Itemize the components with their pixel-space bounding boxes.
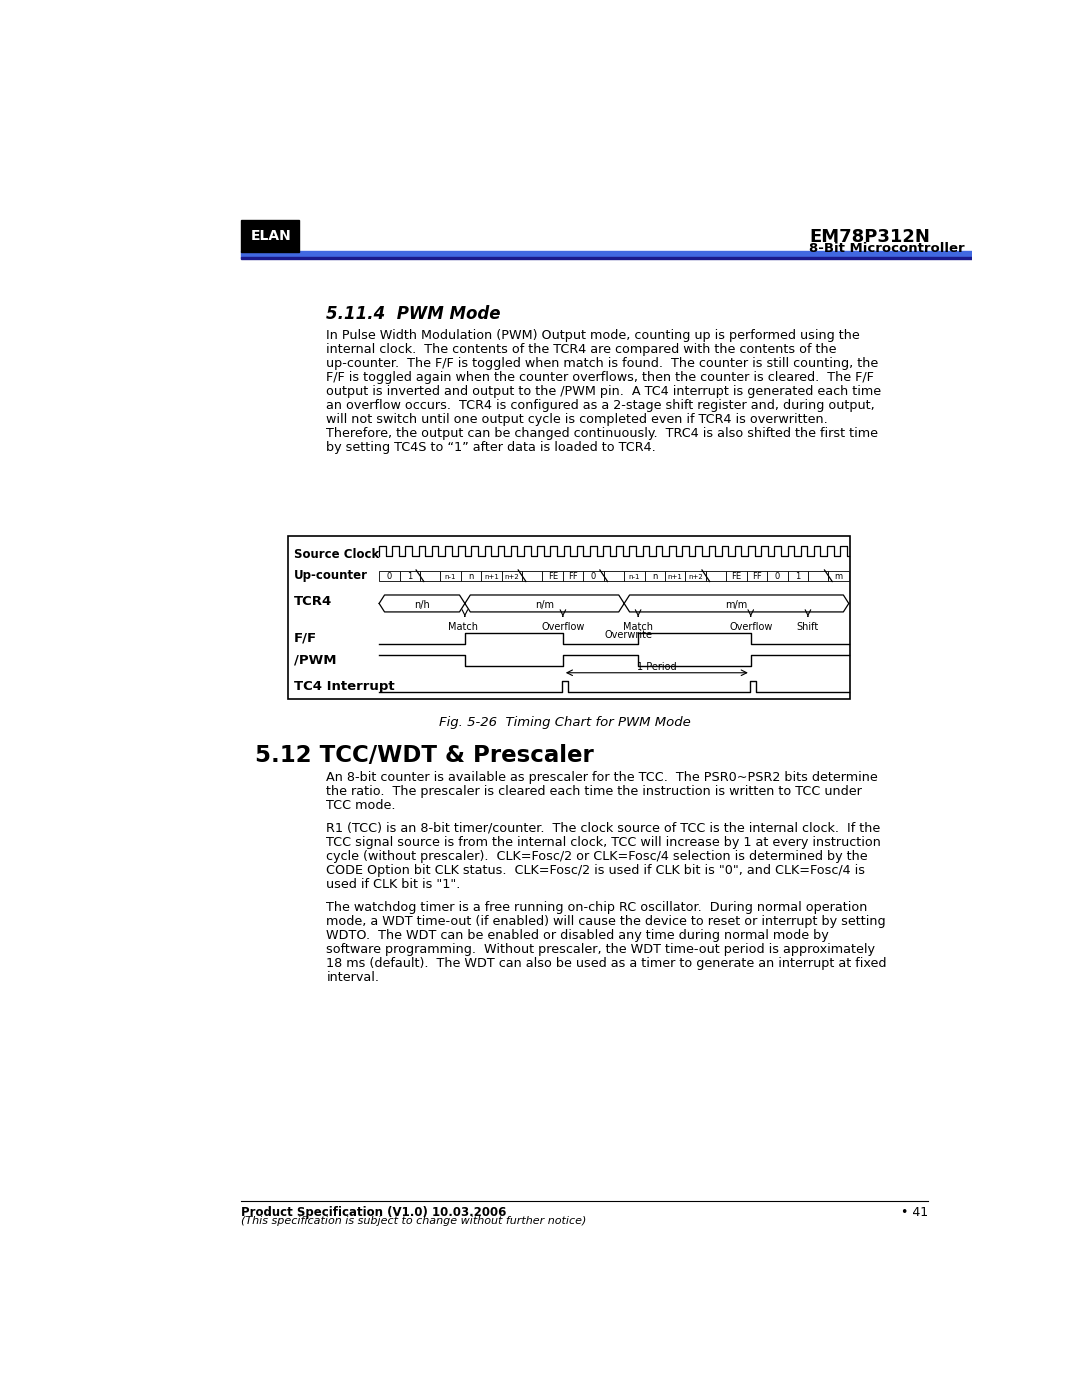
Bar [624, 571, 645, 581]
Text: cycle (without prescaler).  CLK=Fosc/2 or CLK=Fosc/4 selection is determined by : cycle (without prescaler). CLK=Fosc/2 or… [326, 849, 868, 863]
Text: CODE Option bit CLK status.  CLK=Fosc/2 is used if CLK bit is "0", and CLK=Fosc/: CODE Option bit CLK status. CLK=Fosc/2 i… [326, 863, 865, 877]
Text: (This specification is subject to change without further notice): (This specification is subject to change… [241, 1217, 586, 1227]
Bar [400, 571, 420, 581]
Bar [686, 571, 706, 581]
Text: 1: 1 [407, 571, 413, 581]
Bar [563, 571, 583, 581]
Bar [767, 571, 787, 581]
Text: TC4 Interrupt: TC4 Interrupt [294, 680, 394, 693]
Text: TCC signal source is from the internal clock, TCC will increase by 1 at every in: TCC signal source is from the internal c… [326, 835, 881, 849]
Text: Up-counter: Up-counter [294, 569, 368, 583]
Text: 1 Period: 1 Period [637, 662, 677, 672]
Text: Product Specification (V1.0) 10.03.2006: Product Specification (V1.0) 10.03.2006 [241, 1207, 507, 1220]
Text: 5.12 TCC/WDT & Prescaler: 5.12 TCC/WDT & Prescaler [255, 743, 594, 767]
Text: TCR4: TCR4 [294, 595, 333, 609]
Text: An 8-bit counter is available as prescaler for the TCC.  The PSR0~PSR2 bits dete: An 8-bit counter is available as prescal… [326, 771, 878, 784]
Text: internal clock.  The contents of the TCR4 are compared with the contents of the: internal clock. The contents of the TCR4… [326, 344, 837, 356]
Bar [461, 571, 482, 581]
Text: will not switch until one output cycle is completed even if TCR4 is overwritten.: will not switch until one output cycle i… [326, 414, 828, 426]
Text: software programming.  Without prescaler, the WDT time-out period is approximate: software programming. Without prescaler,… [326, 943, 876, 956]
Text: F/F: F/F [294, 631, 318, 644]
Text: FF: FF [568, 571, 578, 581]
Text: m: m [835, 571, 842, 581]
Text: an overflow occurs.  TCR4 is configured as a 2-stage shift register and, during : an overflow occurs. TCR4 is configured a… [326, 400, 875, 412]
Text: • 41: • 41 [901, 1207, 928, 1220]
Text: n-1: n-1 [445, 574, 457, 580]
Bar [583, 571, 604, 581]
Bar [746, 571, 767, 581]
Text: Overflow: Overflow [729, 622, 772, 631]
Bar [787, 571, 808, 581]
Text: Therefore, the output can be changed continuously.  TRC4 is also shifted the fir: Therefore, the output can be changed con… [326, 427, 878, 440]
Text: up-counter.  The F/F is toggled when match is found.  The counter is still count: up-counter. The F/F is toggled when matc… [326, 358, 879, 370]
Text: interval.: interval. [326, 971, 379, 985]
Text: used if CLK bit is "1".: used if CLK bit is "1". [326, 877, 461, 891]
Text: FE: FE [548, 571, 557, 581]
Bar [287, 535, 850, 698]
Text: Match: Match [448, 622, 478, 631]
Text: EM78P312N: EM78P312N [809, 229, 930, 246]
Text: Fig. 5-26  Timing Chart for PWM Mode: Fig. 5-26 Timing Chart for PWM Mode [440, 715, 691, 729]
Bar [379, 571, 400, 581]
Text: Shift: Shift [797, 622, 819, 631]
Text: n: n [469, 571, 474, 581]
Text: 18 ms (default).  The WDT can also be used as a timer to generate an interrupt a: 18 ms (default). The WDT can also be use… [326, 957, 887, 970]
Bar [241, 257, 972, 260]
Text: n+2: n+2 [504, 574, 519, 580]
Text: 1: 1 [795, 571, 800, 581]
Text: 8-Bit Microcontroller: 8-Bit Microcontroller [809, 242, 964, 254]
Text: WDTO.  The WDT can be enabled or disabled any time during normal mode by: WDTO. The WDT can be enabled or disabled… [326, 929, 829, 942]
Text: n+2: n+2 [688, 574, 703, 580]
Text: F/F is toggled again when the counter overflows, then the counter is cleared.  T: F/F is toggled again when the counter ov… [326, 372, 875, 384]
Text: n+1: n+1 [484, 574, 499, 580]
Text: n-1: n-1 [629, 574, 640, 580]
Text: 0: 0 [591, 571, 596, 581]
Text: mode, a WDT time-out (if enabled) will cause the device to reset or interrupt by: mode, a WDT time-out (if enabled) will c… [326, 915, 886, 928]
Text: FE: FE [731, 571, 742, 581]
Bar [808, 571, 828, 581]
Bar [706, 571, 726, 581]
Text: the ratio.  The prescaler is cleared each time the instruction is written to TCC: the ratio. The prescaler is cleared each… [326, 785, 862, 798]
Text: 5.11.4  PWM Mode: 5.11.4 PWM Mode [326, 305, 501, 323]
Text: TCC mode.: TCC mode. [326, 799, 396, 812]
Bar [645, 571, 665, 581]
Bar [420, 571, 441, 581]
Text: n: n [652, 571, 658, 581]
Bar [726, 571, 746, 581]
Bar [522, 571, 542, 581]
Bar [665, 571, 686, 581]
Text: ELAN: ELAN [252, 229, 292, 243]
Text: In Pulse Width Modulation (PWM) Output mode, counting up is performed using the: In Pulse Width Modulation (PWM) Output m… [326, 330, 860, 342]
Bar [542, 571, 563, 581]
Text: R1 (TCC) is an 8-bit timer/counter.  The clock source of TCC is the internal clo: R1 (TCC) is an 8-bit timer/counter. The … [326, 821, 880, 835]
Text: /PWM: /PWM [294, 654, 336, 666]
Bar [828, 571, 849, 581]
Text: n/h: n/h [414, 599, 430, 610]
Text: The watchdog timer is a free running on-chip RC oscillator.  During normal opera: The watchdog timer is a free running on-… [326, 901, 868, 914]
Text: output is inverted and output to the /PWM pin.  A TC4 interrupt is generated eac: output is inverted and output to the /PW… [326, 386, 881, 398]
Text: by setting TC4S to “1” after data is loaded to TCR4.: by setting TC4S to “1” after data is loa… [326, 441, 657, 454]
Text: FF: FF [752, 571, 761, 581]
Text: Source Clock: Source Clock [294, 548, 379, 560]
Bar [604, 571, 624, 581]
Text: 0: 0 [774, 571, 780, 581]
Text: Match: Match [623, 622, 653, 631]
Bar [441, 571, 461, 581]
Text: n/m: n/m [535, 599, 554, 610]
Text: Overflow: Overflow [541, 622, 584, 631]
Text: Overwrite: Overwrite [604, 630, 652, 640]
Text: 0: 0 [387, 571, 392, 581]
Bar [501, 571, 522, 581]
Bar [241, 219, 299, 253]
Bar [482, 571, 501, 581]
Text: m/m: m/m [726, 599, 747, 610]
Text: n+1: n+1 [667, 574, 683, 580]
Bar [241, 251, 972, 257]
